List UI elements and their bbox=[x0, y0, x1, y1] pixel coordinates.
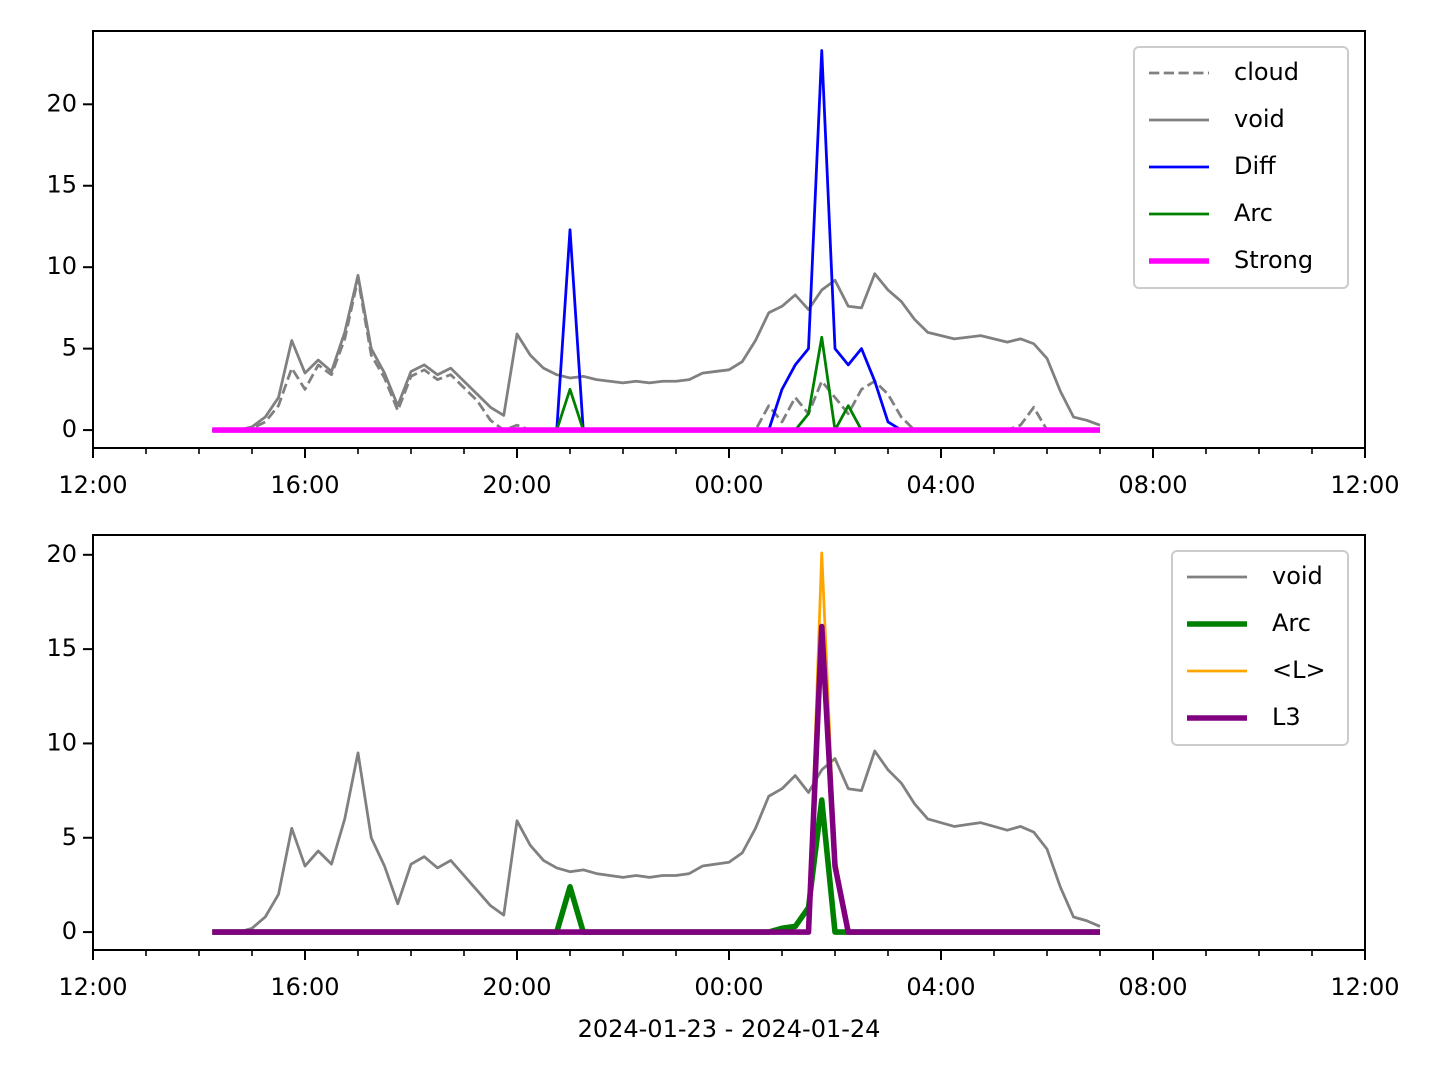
legend-label: Arc bbox=[1272, 609, 1311, 637]
x-tick-label: 12:00 bbox=[1330, 973, 1399, 1001]
x-tick-label: 20:00 bbox=[482, 471, 551, 499]
x-tick-label: 16:00 bbox=[270, 973, 339, 1001]
series-group bbox=[212, 49, 1101, 433]
x-tick-label: 16:00 bbox=[270, 471, 339, 499]
y-tick-label: 15 bbox=[46, 634, 77, 662]
x-tick-label: 08:00 bbox=[1118, 471, 1187, 499]
legend-label: Arc bbox=[1234, 199, 1273, 227]
x-axis-label: 2024-01-23 - 2024-01-24 bbox=[578, 1015, 881, 1043]
x-tick-label: 12:00 bbox=[58, 973, 127, 1001]
plot: 0 5 10 15 20 12:00 16:00 20:00 00:00 04:00 08:00 12… bbox=[46, 534, 1400, 1043]
legend-label: void bbox=[1272, 562, 1323, 590]
y-tick-label: 10 bbox=[46, 728, 77, 756]
line bbox=[212, 272, 1101, 432]
y-tick-label: 20 bbox=[46, 540, 77, 568]
series-group bbox=[212, 551, 1101, 935]
line bbox=[212, 277, 1100, 432]
line bbox=[212, 49, 1100, 432]
x-tick-label: 04:00 bbox=[906, 471, 975, 499]
plot: 0 5 10 15 20 12:00 16:00 20:00 00:00 04:00 08:00 12… bbox=[46, 30, 1400, 499]
legend-box bbox=[1133, 46, 1349, 289]
legend-label: cloud bbox=[1234, 58, 1299, 86]
legend-label: Strong bbox=[1234, 246, 1313, 274]
x-tick-label: 12:00 bbox=[1330, 471, 1399, 499]
legend-box bbox=[1171, 550, 1349, 746]
legend: void Arc <L> L3 bbox=[1171, 550, 1349, 746]
x-tick-label: 08:00 bbox=[1118, 973, 1187, 1001]
y-tick-label: 10 bbox=[46, 252, 77, 280]
y-tick-label: 5 bbox=[62, 823, 77, 851]
x-tick-label: 20:00 bbox=[482, 973, 551, 1001]
legend-label: L3 bbox=[1272, 703, 1301, 731]
legend-label: void bbox=[1234, 105, 1285, 133]
line bbox=[212, 749, 1101, 934]
legend-label: <L> bbox=[1272, 656, 1326, 684]
line bbox=[212, 623, 1100, 935]
legend: cloud void Diff Arc Strong bbox=[1133, 46, 1349, 289]
x-tick-label: 00:00 bbox=[694, 973, 763, 1001]
y-tick-label: 15 bbox=[46, 171, 77, 199]
y-tick-label: 0 bbox=[62, 415, 77, 443]
y-tick-label: 5 bbox=[62, 334, 77, 362]
x-tick-label: 04:00 bbox=[906, 973, 975, 1001]
line bbox=[212, 335, 1100, 432]
y-tick-label: 20 bbox=[46, 89, 77, 117]
legend-label: Diff bbox=[1234, 152, 1276, 180]
y-tick-label: 0 bbox=[62, 917, 77, 945]
x-tick-label: 12:00 bbox=[58, 471, 127, 499]
x-tick-label: 00:00 bbox=[694, 471, 763, 499]
